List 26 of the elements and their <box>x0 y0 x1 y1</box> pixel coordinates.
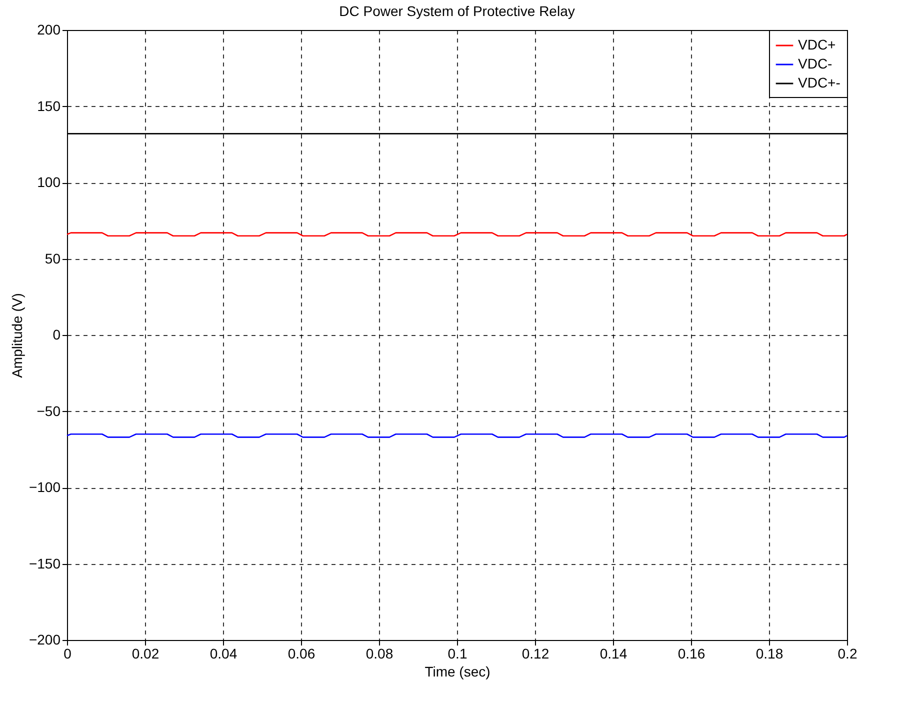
x-tick-label: 0.18 <box>756 646 784 662</box>
y-tick-label: −200 <box>28 632 61 648</box>
x-axis-title: Time (sec) <box>424 664 490 680</box>
y-tick-label: −100 <box>28 479 61 495</box>
x-tick-label: 0.12 <box>522 646 550 662</box>
x-tick-label: 0 <box>64 646 72 662</box>
y-tick-label: −150 <box>28 555 61 572</box>
legend-label: VDC+- <box>798 74 841 90</box>
x-tick-label: 0.14 <box>600 646 628 662</box>
y-axis-title: Amplitude (V) <box>8 293 25 378</box>
x-tick-label: 0.08 <box>366 646 394 662</box>
x-tick-label: 0.06 <box>288 646 316 662</box>
y-tick-label: 0 <box>52 326 61 342</box>
legend-label: VDC+ <box>798 36 836 52</box>
y-tick-label: 100 <box>37 174 61 190</box>
y-tick-label: 50 <box>44 250 61 266</box>
x-tick-label: 0.1 <box>448 646 468 662</box>
x-tick-label: 0.02 <box>132 646 160 662</box>
legend-label: VDC- <box>798 56 833 72</box>
x-tick-label: 0.04 <box>210 646 238 662</box>
y-tick-label: −50 <box>36 402 61 419</box>
chart-title: DC Power System of Protective Relay <box>339 3 575 19</box>
y-tick-label: 200 <box>37 22 61 38</box>
y-tick-label: 150 <box>37 98 61 114</box>
x-tick-label: 0.16 <box>678 646 706 662</box>
x-tick-label: 0.2 <box>838 646 858 662</box>
